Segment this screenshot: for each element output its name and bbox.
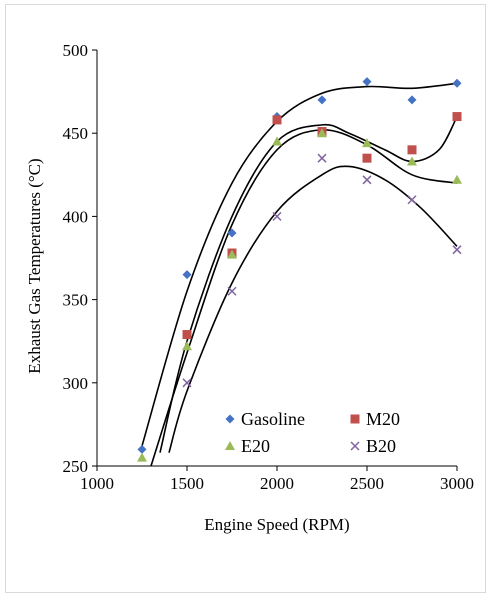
legend-item-gasoline: Gasoline	[225, 409, 305, 429]
point-gasoline	[407, 95, 417, 105]
y-tick-label: 450	[63, 124, 89, 143]
point-m20	[407, 145, 417, 155]
y-tick-label: 300	[63, 374, 89, 393]
y-tick-label: 250	[63, 457, 89, 476]
point-e20	[227, 249, 237, 259]
data-markers	[137, 77, 462, 462]
x-axis-ticks: 1000 1500 2000 2500 3000	[80, 466, 474, 493]
trendline-b20	[168, 165, 458, 453]
point-gasoline	[317, 95, 327, 105]
legend-marker-m20	[350, 414, 360, 424]
point-m20	[362, 153, 372, 163]
legend-label-b20: B20	[366, 436, 396, 456]
x-axis-title: Engine Speed (RPM)	[204, 515, 349, 534]
point-b20	[227, 286, 237, 296]
legend-marker-b20	[350, 441, 360, 451]
point-gasoline	[182, 270, 192, 280]
legend-label-m20: M20	[366, 409, 400, 429]
trendline-m20	[159, 116, 458, 453]
y-axis-ticks: 250 300 350 400 450 500	[63, 41, 97, 476]
point-e20	[407, 156, 417, 166]
legend-item-m20: M20	[350, 409, 400, 429]
point-m20	[452, 112, 462, 122]
point-b20	[362, 175, 372, 185]
legend-item-e20: E20	[225, 436, 270, 456]
legend-marker-e20	[225, 441, 235, 450]
point-m20	[272, 115, 282, 125]
point-e20	[317, 128, 327, 138]
legend-marker-gasoline	[225, 414, 235, 424]
point-gasoline	[362, 77, 372, 87]
y-tick-label: 400	[63, 207, 89, 226]
x-tick-label: 3000	[440, 474, 474, 493]
point-e20	[362, 138, 372, 148]
point-b20	[407, 195, 417, 205]
trendline-e20	[150, 129, 458, 466]
point-e20	[182, 341, 192, 351]
chart-frame	[5, 4, 486, 593]
point-m20	[182, 330, 192, 340]
point-b20	[452, 245, 462, 255]
legend-label-gasoline: Gasoline	[241, 409, 305, 429]
point-b20	[272, 211, 282, 221]
point-b20	[182, 378, 192, 388]
legend-label-e20: E20	[241, 436, 270, 456]
legend: Gasoline M20 E20 B20	[225, 409, 400, 456]
x-tick-label: 2500	[350, 474, 384, 493]
point-gasoline	[137, 444, 147, 454]
y-tick-label: 350	[63, 291, 89, 310]
legend-item-b20: B20	[350, 436, 396, 456]
trendline-gasoline	[141, 82, 458, 447]
point-b20	[317, 153, 327, 163]
x-tick-label: 2000	[260, 474, 294, 493]
x-tick-label: 1500	[170, 474, 204, 493]
point-gasoline	[452, 78, 462, 88]
point-gasoline	[227, 228, 237, 238]
point-e20	[452, 174, 462, 184]
point-e20	[272, 136, 282, 146]
y-tick-label: 500	[63, 41, 89, 60]
point-e20	[137, 452, 147, 462]
y-axis-title: Exhaust Gas Temperatures (°C)	[25, 158, 44, 373]
x-tick-label: 1000	[80, 474, 114, 493]
